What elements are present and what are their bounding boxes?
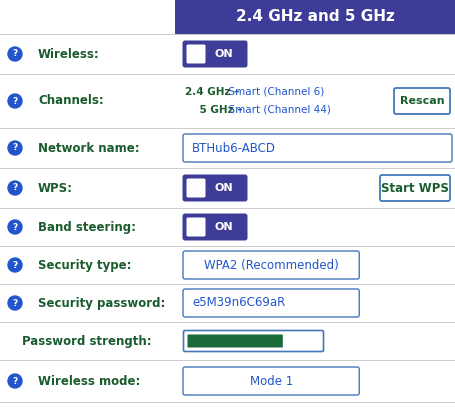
Text: ?: ? [12, 298, 18, 308]
Text: Password strength:: Password strength: [22, 334, 152, 347]
Text: Security type:: Security type: [38, 259, 131, 272]
Circle shape [8, 296, 22, 310]
Text: WPA2 (Recommended): WPA2 (Recommended) [204, 259, 339, 272]
Text: Mode 1: Mode 1 [249, 375, 293, 388]
Text: WPS:: WPS: [38, 181, 73, 194]
Text: Security password:: Security password: [38, 297, 165, 310]
Bar [175, 0, 455, 34]
Circle shape [8, 374, 22, 388]
Text: e5M39n6C69aR: e5M39n6C69aR [192, 297, 285, 310]
Text: Rescan: Rescan [399, 96, 445, 106]
Text: ?: ? [12, 184, 18, 192]
Text: Smart (Channel 6): Smart (Channel 6) [222, 87, 324, 97]
FancyBboxPatch shape [182, 41, 248, 67]
Text: ?: ? [12, 222, 18, 232]
Text: 2.4 GHz –: 2.4 GHz – [185, 87, 239, 97]
Text: ?: ? [12, 377, 18, 385]
Circle shape [8, 258, 22, 272]
Text: Smart (Channel 44): Smart (Channel 44) [222, 105, 331, 115]
FancyBboxPatch shape [183, 367, 359, 395]
Text: ?: ? [12, 143, 18, 153]
Text: ?: ? [12, 261, 18, 269]
FancyBboxPatch shape [187, 44, 206, 64]
Text: Network name:: Network name: [38, 142, 140, 155]
Text: ?: ? [12, 96, 18, 106]
FancyBboxPatch shape [187, 334, 283, 347]
FancyBboxPatch shape [183, 331, 324, 352]
Circle shape [8, 47, 22, 61]
Circle shape [8, 94, 22, 108]
Text: Wireless mode:: Wireless mode: [38, 375, 141, 388]
Text: ON: ON [215, 183, 233, 193]
Text: Start WPS: Start WPS [381, 181, 449, 194]
FancyBboxPatch shape [183, 134, 452, 162]
FancyBboxPatch shape [187, 178, 206, 197]
Text: Band steering:: Band steering: [38, 220, 136, 233]
Text: 5 GHz –: 5 GHz – [185, 105, 243, 115]
Text: ?: ? [12, 49, 18, 59]
Text: BTHub6-ABCD: BTHub6-ABCD [192, 142, 276, 155]
FancyBboxPatch shape [182, 174, 248, 202]
Circle shape [8, 181, 22, 195]
Text: 2.4 GHz and 5 GHz: 2.4 GHz and 5 GHz [236, 10, 394, 24]
FancyBboxPatch shape [187, 217, 206, 236]
Text: Channels:: Channels: [38, 95, 104, 108]
FancyBboxPatch shape [182, 214, 248, 241]
Text: Wireless:: Wireless: [38, 47, 100, 60]
FancyBboxPatch shape [183, 289, 359, 317]
FancyBboxPatch shape [183, 251, 359, 279]
FancyBboxPatch shape [380, 175, 450, 201]
FancyBboxPatch shape [394, 88, 450, 114]
Text: ON: ON [215, 49, 233, 59]
Text: ON: ON [215, 222, 233, 232]
Circle shape [8, 141, 22, 155]
Circle shape [8, 220, 22, 234]
